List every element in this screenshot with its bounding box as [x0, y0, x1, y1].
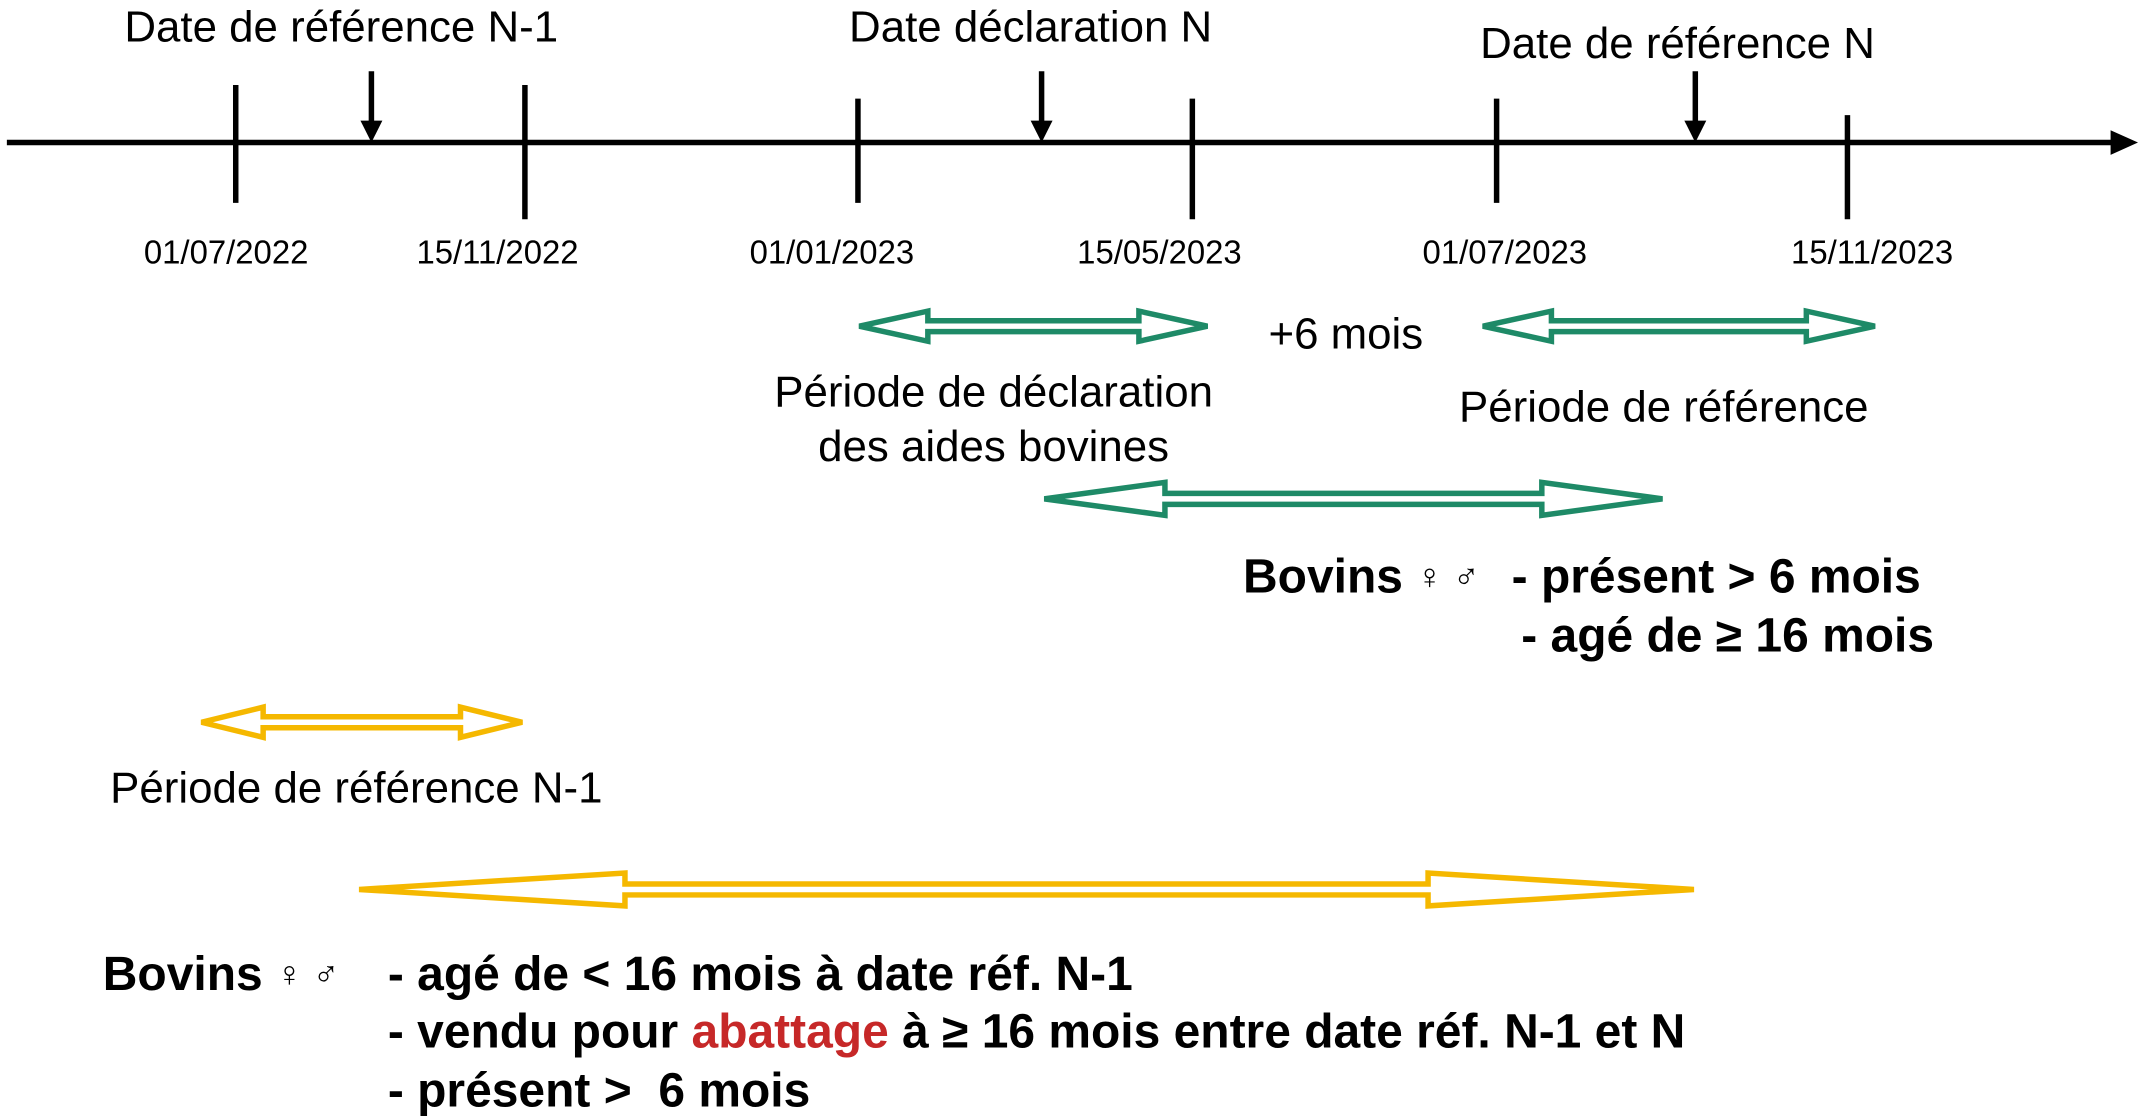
offset-label: +6 mois [1268, 310, 1423, 359]
date-label: 15/11/2022 [416, 234, 578, 271]
period-arrow [858, 307, 1209, 345]
condition-line: - agé de ≥ 16 mois [1521, 609, 1934, 662]
period-label: Période de déclaration [774, 367, 1213, 416]
period-label: des aides bovines [818, 422, 1169, 471]
axis-arrowhead [2110, 130, 2138, 155]
period-arrow [200, 703, 523, 741]
condition-line: - présent > 6 mois [388, 1064, 810, 1116]
condition-line: - vendu pour abattage à ≥ 16 mois entre … [388, 1005, 1685, 1058]
condition-line: - agé de < 16 mois à date réf. N-1 [388, 948, 1133, 1001]
date-label: 01/07/2023 [1423, 234, 1588, 271]
top-label: Date de référence N [1480, 19, 1875, 68]
date-label: 01/07/2022 [144, 234, 309, 271]
period-label: Période de référence [1459, 382, 1868, 431]
top-label: Date déclaration N [849, 3, 1212, 52]
period-label: Période de référence N-1 [110, 763, 602, 812]
date-label: 15/11/2023 [1791, 234, 1953, 271]
date-label: 01/01/2023 [750, 234, 915, 271]
condition-subject: Bovins ♀ ♂ [1243, 550, 1480, 603]
period-arrow [1043, 479, 1663, 519]
date-label: 15/05/2023 [1077, 234, 1242, 271]
period-arrow [1482, 307, 1876, 345]
condition-subject: Bovins ♀ ♂ [103, 948, 340, 1001]
period-arrow [358, 870, 1695, 909]
condition-line: - présent > 6 mois [1512, 550, 1921, 603]
pointer-arrows [360, 71, 1707, 143]
top-label: Date de référence N-1 [124, 3, 558, 52]
